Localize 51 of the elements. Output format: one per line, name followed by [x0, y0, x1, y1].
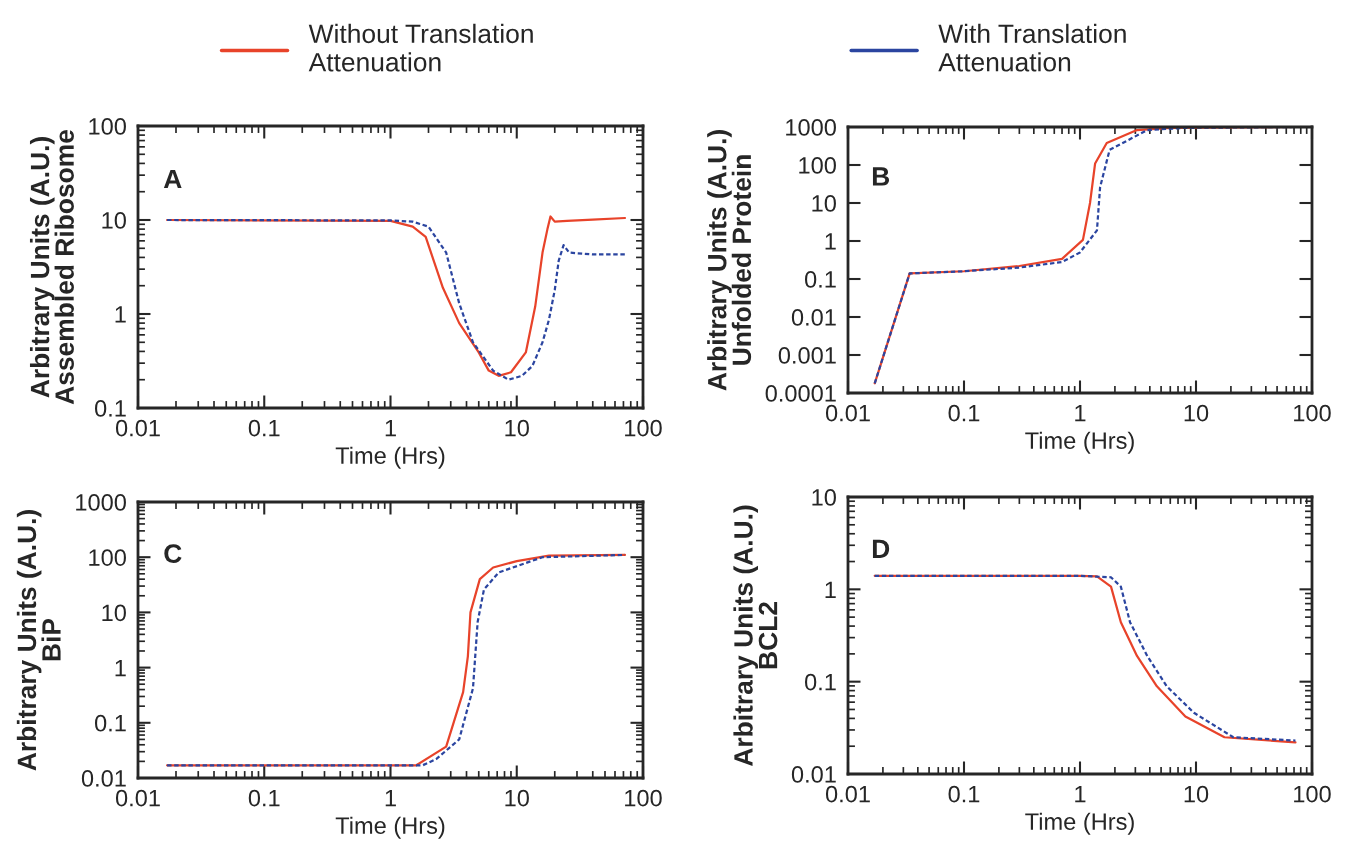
x-axis-title: Time (Hrs): [335, 816, 445, 839]
y-axis-title: Arbitrary Units (A.U.) BCL2: [733, 505, 778, 767]
x-axis-title: Time (Hrs): [1025, 431, 1134, 454]
x-tick-label: 1: [385, 789, 396, 807]
y-tick-label: 0.1: [94, 714, 126, 732]
y-tick-label: 0.01: [791, 309, 836, 326]
x-tick-label: 100: [625, 419, 662, 437]
x-tick-label: 10: [505, 789, 529, 807]
y-tick-label: 1000: [76, 494, 126, 511]
x-axis-title: Time (Hrs): [335, 446, 445, 469]
legend-label: Without Translation Attenuation: [308, 23, 533, 72]
y-tick-label: 0.1: [804, 673, 836, 691]
x-tick-label: 100: [1294, 404, 1331, 422]
x-tick-label: 0.1: [248, 419, 280, 437]
y-tick-label: 0.01: [81, 770, 126, 787]
y-tick-label: 10: [102, 604, 126, 622]
y-tick-label: 1: [825, 233, 836, 250]
y-axis-title: Arbitrary Units (A.U.) BiP: [16, 510, 61, 771]
x-tick-label: 100: [625, 789, 662, 807]
x-tick-label: 10: [1184, 785, 1209, 803]
y-tick-label: 0.1: [804, 271, 836, 288]
legend-label: With Translation Attenuation: [938, 23, 1126, 72]
y-tick-label: 0.001: [778, 347, 836, 364]
x-tick-label: 1: [385, 419, 396, 437]
y-tick-label: 10: [812, 489, 836, 506]
y-axis-title: Arbitrary Units (A.U.) Assembled Ribosome: [29, 130, 74, 405]
y-tick-label: 10: [812, 195, 836, 212]
x-tick-label: 1: [1075, 404, 1086, 422]
annotation: C: [164, 544, 182, 563]
x-axis-title: Time (Hrs): [1025, 812, 1134, 835]
annotation: A: [163, 169, 182, 189]
annotation: B: [872, 167, 890, 186]
x-tick-label: 0.1: [948, 404, 980, 422]
y-axis-title: Arbitrary Units (A.U.) Unfolded Protein: [707, 130, 752, 391]
y-tick-label: 1000: [786, 119, 836, 136]
y-tick-label: 1: [115, 306, 126, 323]
x-tick-label: 1: [1075, 785, 1086, 803]
y-tick-label: 10: [102, 212, 126, 229]
y-tick-label: 1: [825, 581, 836, 598]
annotation: D: [872, 539, 890, 558]
y-tick-label: 100: [799, 157, 836, 174]
x-tick-label: 10: [1184, 404, 1209, 422]
y-tick-label: 100: [89, 118, 126, 135]
x-tick-label: 100: [1294, 785, 1331, 803]
x-tick-label: 10: [505, 419, 529, 437]
x-tick-label: 0.1: [948, 785, 980, 803]
y-tick-label: 0.0001: [765, 385, 836, 402]
y-tick-label: 0.01: [791, 766, 836, 783]
x-tick-label: 0.1: [248, 789, 280, 807]
y-tick-label: 100: [89, 549, 126, 566]
y-tick-label: 1: [115, 659, 126, 677]
